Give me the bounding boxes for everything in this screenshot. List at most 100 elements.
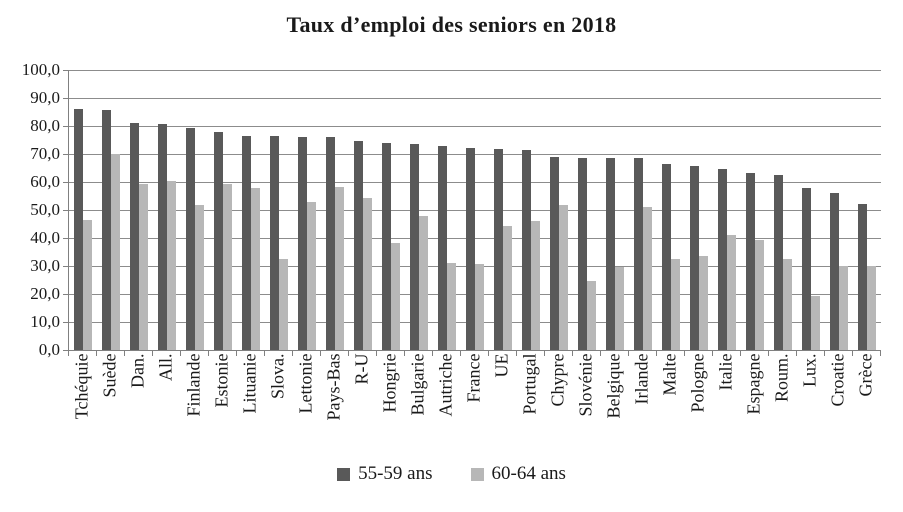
y-tick-mark-50 [63, 210, 68, 211]
bar-55-59-ans [522, 150, 531, 350]
bar-60-64-ans [531, 221, 540, 350]
x-tick-mark [796, 351, 797, 356]
bar-60-64-ans [307, 201, 316, 350]
bar-55-59-ans [774, 175, 783, 350]
bar-60-64-ans [671, 259, 680, 350]
x-tick-mark [852, 351, 853, 356]
gridline-40 [69, 238, 881, 239]
x-tick-mark [124, 351, 125, 356]
y-tick-mark-80 [63, 126, 68, 127]
x-category-label-r-u: R-U [351, 353, 372, 385]
x-category-label-roum-: Roum. [771, 353, 792, 403]
x-category-label-malte: Malte [659, 353, 680, 396]
y-tick-label-90: 90,0 [30, 88, 60, 107]
bar-55-59-ans [634, 158, 643, 350]
x-tick-mark [684, 351, 685, 356]
x-category-label-irlande: Irlande [631, 353, 652, 405]
x-tick-mark [600, 351, 601, 356]
bar-55-59-ans [130, 123, 139, 350]
x-category-label-lituanie: Lituanie [239, 353, 260, 414]
x-tick-mark [292, 351, 293, 356]
y-tick-mark-100 [63, 70, 68, 71]
x-tick-mark [572, 351, 573, 356]
y-tick-mark-0 [63, 350, 68, 351]
bar-55-59-ans [578, 157, 587, 350]
x-tick-mark [460, 351, 461, 356]
y-tick-label-60: 60,0 [30, 172, 60, 191]
y-tick-mark-20 [63, 294, 68, 295]
x-category-label-france: France [463, 353, 484, 403]
bar-60-64-ans [279, 258, 288, 350]
y-tick-mark-40 [63, 238, 68, 239]
x-tick-mark [824, 351, 825, 356]
plot-area [68, 70, 881, 351]
bar-60-64-ans [755, 239, 764, 350]
bar-60-64-ans [363, 197, 372, 350]
bar-60-64-ans [195, 204, 204, 350]
bar-60-64-ans [223, 184, 232, 350]
bar-55-59-ans [802, 187, 811, 350]
y-tick-label-10: 10,0 [30, 312, 60, 331]
bar-55-59-ans [438, 146, 447, 350]
bar-55-59-ans [550, 156, 559, 350]
x-tick-mark [432, 351, 433, 356]
x-tick-mark [656, 351, 657, 356]
bar-60-64-ans [867, 266, 876, 350]
x-tick-mark [544, 351, 545, 356]
legend-label-60-64-ans: 60-64 ans [491, 463, 566, 484]
bar-55-59-ans [354, 141, 363, 350]
y-tick-label-30: 30,0 [30, 256, 60, 275]
bar-55-59-ans [494, 148, 503, 350]
bar-55-59-ans [242, 135, 251, 350]
y-tick-label-80: 80,0 [30, 116, 60, 135]
bar-60-64-ans [335, 187, 344, 350]
legend-item-55-59-ans: 55-59 ans [337, 463, 433, 485]
y-tick-label-70: 70,0 [30, 144, 60, 163]
legend-label-55-59-ans: 55-59 ans [358, 463, 433, 484]
y-tick-mark-60 [63, 182, 68, 183]
gridline-60 [69, 182, 881, 183]
bar-60-64-ans [699, 255, 708, 350]
bar-60-64-ans [83, 220, 92, 350]
y-tick-label-20: 20,0 [30, 284, 60, 303]
bar-60-64-ans [503, 226, 512, 350]
bar-60-64-ans [391, 243, 400, 350]
x-category-label-finlande: Finlande [183, 353, 204, 417]
bar-55-59-ans [270, 136, 279, 350]
bar-60-64-ans [139, 183, 148, 350]
bar-60-64-ans [167, 180, 176, 350]
x-category-label-bulgarie: Bulgarie [407, 353, 428, 416]
y-tick-mark-70 [63, 154, 68, 155]
bar-55-59-ans [718, 169, 727, 350]
x-category-label-dan-: Dan. [127, 353, 148, 389]
x-category-label-slov-nie: Slovénie [575, 353, 596, 417]
x-tick-mark [740, 351, 741, 356]
legend-swatch-55-59-ans [337, 467, 351, 481]
x-tick-mark [68, 351, 69, 356]
y-tick-label-50: 50,0 [30, 200, 60, 219]
legend: 55-59 ans 60-64 ans [0, 463, 903, 485]
x-category-label-autriche: Autriche [435, 353, 456, 417]
x-category-label-ue: UE [491, 353, 512, 378]
x-tick-mark [348, 351, 349, 356]
bar-60-64-ans [587, 280, 596, 350]
x-category-label-hongrie: Hongrie [379, 353, 400, 413]
bar-60-64-ans [559, 204, 568, 350]
bar-60-64-ans [783, 259, 792, 350]
x-category-label-croatie: Croatie [827, 353, 848, 407]
bar-55-59-ans [858, 204, 867, 350]
x-tick-mark [320, 351, 321, 356]
bar-60-64-ans [475, 264, 484, 350]
x-category-label-portugal: Portugal [519, 353, 540, 415]
bar-55-59-ans [186, 128, 195, 350]
gridline-100 [69, 70, 881, 71]
x-category-label-estonie: Estonie [211, 353, 232, 408]
bar-60-64-ans [727, 234, 736, 350]
x-category-label-chypre: Chypre [547, 353, 568, 407]
x-tick-mark [488, 351, 489, 356]
bar-60-64-ans [643, 206, 652, 350]
x-tick-mark [516, 351, 517, 356]
bar-60-64-ans [839, 266, 848, 350]
chart-title: Taux d’emploi des seniors en 2018 [286, 12, 617, 37]
x-category-label-tch-quie: Tchéquie [71, 353, 92, 420]
